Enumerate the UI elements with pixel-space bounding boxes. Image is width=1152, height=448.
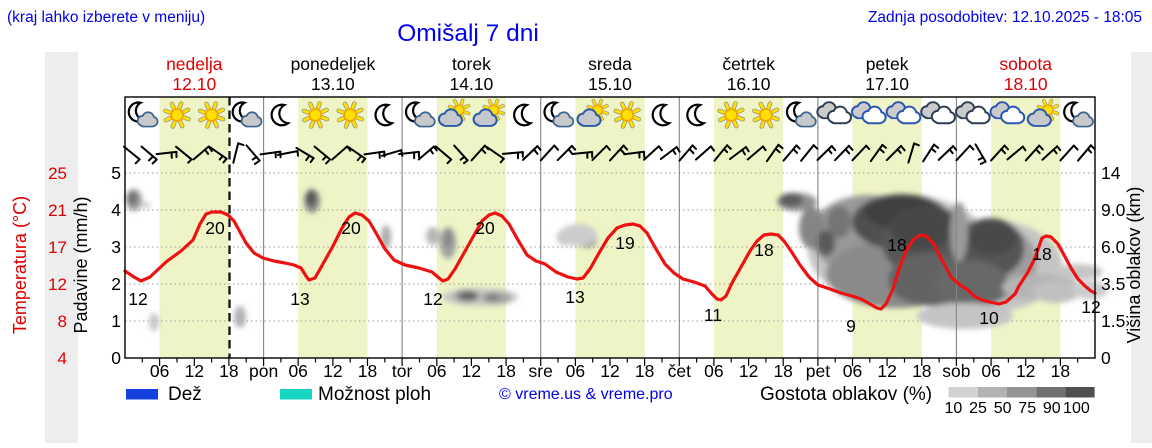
svg-text:sobota: sobota: [999, 54, 1052, 74]
svg-text:12: 12: [1016, 361, 1035, 381]
svg-text:06: 06: [427, 361, 446, 381]
svg-text:18: 18: [496, 361, 515, 381]
svg-text:20: 20: [341, 218, 361, 238]
svg-text:06: 06: [150, 361, 169, 381]
svg-text:13: 13: [290, 289, 309, 309]
svg-text:12: 12: [423, 289, 442, 309]
svg-text:1.5: 1.5: [1101, 311, 1125, 331]
svg-text:12: 12: [600, 361, 619, 381]
svg-text:petek: petek: [866, 54, 909, 74]
svg-text:10: 10: [945, 400, 963, 417]
svg-text:4: 4: [58, 349, 67, 368]
svg-text:Višina oblakov (km): Višina oblakov (km): [1124, 187, 1144, 344]
svg-text:sob: sob: [942, 361, 970, 381]
svg-text:14.10: 14.10: [450, 74, 494, 94]
svg-text:sreda: sreda: [588, 54, 632, 74]
svg-text:06: 06: [566, 361, 585, 381]
svg-text:(kraj lahko izberete v meniju): (kraj lahko izberete v meniju): [7, 9, 205, 26]
svg-text:12: 12: [128, 289, 147, 309]
svg-text:pon: pon: [249, 361, 278, 381]
svg-text:11: 11: [704, 305, 722, 325]
svg-text:0: 0: [1101, 348, 1111, 368]
svg-text:18: 18: [887, 235, 906, 255]
svg-text:12: 12: [1081, 297, 1100, 317]
svg-text:14: 14: [1101, 163, 1121, 183]
svg-text:25: 25: [969, 400, 987, 417]
svg-text:06: 06: [704, 361, 723, 381]
svg-text:12: 12: [462, 361, 481, 381]
svg-text:torek: torek: [452, 54, 491, 74]
svg-text:3.5: 3.5: [1101, 274, 1125, 294]
svg-text:75: 75: [1018, 400, 1036, 417]
svg-text:17: 17: [48, 238, 67, 257]
svg-text:Omišalj 7 dni: Omišalj 7 dni: [397, 20, 539, 47]
svg-text:06: 06: [843, 361, 862, 381]
svg-text:12: 12: [739, 361, 758, 381]
svg-text:Zadnja posodobitev: 12.10.2025: Zadnja posodobitev: 12.10.2025 - 18:05: [868, 9, 1142, 26]
svg-text:25: 25: [48, 164, 67, 183]
svg-text:© vreme.us & vreme.pro: © vreme.us & vreme.pro: [499, 386, 673, 403]
svg-text:Dež: Dež: [168, 384, 202, 405]
svg-text:četrtek: četrtek: [722, 54, 775, 74]
svg-text:4: 4: [111, 200, 121, 220]
svg-text:Temperatura (°C): Temperatura (°C): [10, 196, 30, 334]
svg-text:18: 18: [773, 361, 792, 381]
svg-text:18: 18: [635, 361, 654, 381]
svg-text:13: 13: [565, 287, 584, 307]
svg-text:19: 19: [615, 233, 634, 253]
svg-text:ponedeljek: ponedeljek: [291, 54, 376, 74]
svg-text:17.10: 17.10: [865, 74, 909, 94]
svg-text:1: 1: [111, 311, 121, 331]
svg-text:18: 18: [1051, 361, 1070, 381]
svg-text:Gostota oblakov (%): Gostota oblakov (%): [760, 384, 932, 405]
svg-text:06: 06: [288, 361, 307, 381]
svg-text:9: 9: [846, 316, 856, 336]
svg-text:10: 10: [979, 308, 999, 328]
svg-text:tor: tor: [392, 361, 413, 381]
svg-text:15.10: 15.10: [588, 74, 632, 94]
svg-text:18: 18: [358, 361, 377, 381]
svg-text:18.10: 18.10: [1004, 74, 1048, 94]
svg-text:18: 18: [1032, 244, 1051, 264]
svg-text:pet: pet: [806, 361, 830, 381]
svg-text:18: 18: [754, 240, 773, 260]
svg-text:Možnost ploh: Možnost ploh: [318, 384, 431, 405]
svg-text:sre: sre: [529, 361, 553, 381]
svg-text:12: 12: [185, 361, 204, 381]
svg-text:9.0: 9.0: [1101, 200, 1126, 220]
svg-text:nedelja: nedelja: [166, 54, 223, 74]
svg-text:13.10: 13.10: [311, 74, 355, 94]
svg-text:Padavine (mm/h): Padavine (mm/h): [71, 196, 91, 333]
svg-text:18: 18: [219, 361, 238, 381]
svg-text:06: 06: [981, 361, 1000, 381]
svg-text:čet: čet: [668, 361, 691, 381]
svg-text:12: 12: [48, 275, 67, 294]
svg-text:12.10: 12.10: [172, 74, 216, 94]
svg-text:12: 12: [877, 361, 896, 381]
svg-text:90: 90: [1043, 400, 1061, 417]
svg-text:20: 20: [205, 218, 225, 238]
svg-text:21: 21: [48, 201, 67, 220]
svg-text:3: 3: [111, 237, 121, 257]
svg-text:2: 2: [111, 274, 121, 294]
svg-text:20: 20: [475, 218, 495, 238]
svg-text:16.10: 16.10: [727, 74, 771, 94]
svg-text:5: 5: [111, 163, 121, 183]
svg-text:0: 0: [111, 348, 121, 368]
svg-text:50: 50: [994, 400, 1012, 417]
svg-text:8: 8: [58, 312, 67, 331]
svg-text:6.0: 6.0: [1101, 237, 1126, 257]
svg-text:12: 12: [323, 361, 342, 381]
svg-text:100: 100: [1063, 400, 1090, 417]
svg-text:18: 18: [912, 361, 931, 381]
